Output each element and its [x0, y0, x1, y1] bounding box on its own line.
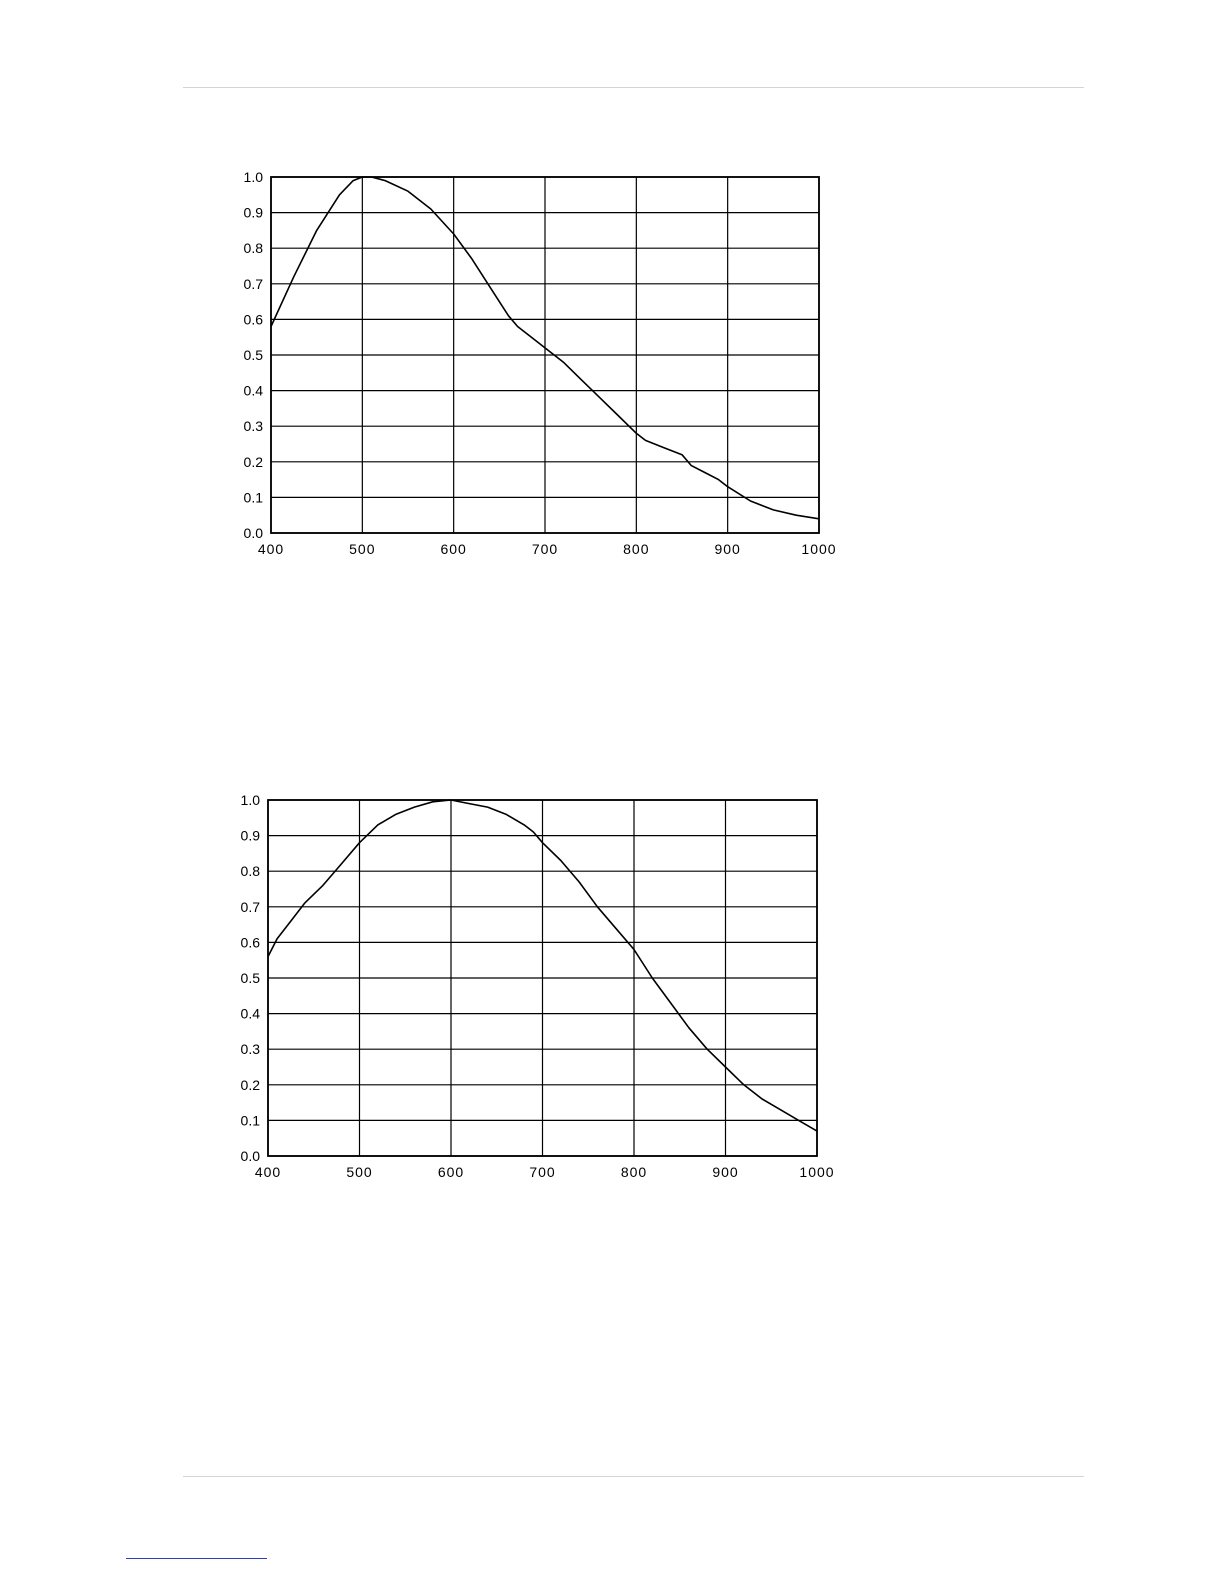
- y-tick-label: 0.6: [241, 934, 261, 950]
- x-tick-label: 400: [255, 1164, 281, 1180]
- y-tick-label: 0.4: [244, 383, 264, 399]
- y-tick-label: 0.0: [244, 525, 264, 541]
- x-tick-label: 1000: [799, 1164, 834, 1180]
- spectral-response-chart-1: 0.0 0.1 0.2 0.3 0.4 0.5 0.6 0.7 0.8 0.9 1.0 400 500 6…: [244, 169, 836, 557]
- y-tick-label: 0.1: [241, 1112, 261, 1128]
- spectral-response-chart-2: 0.0 0.1 0.2 0.3 0.4 0.5 0.6 0.7 0.8 0.9 1.0 400 500 6…: [241, 792, 834, 1180]
- y-tick-label: 0.0: [241, 1148, 261, 1164]
- x-tick-label: 500: [346, 1164, 372, 1180]
- x-tick-label: 800: [621, 1164, 647, 1180]
- x-tick-label: 500: [349, 541, 375, 557]
- x-tick-label: 1000: [801, 541, 836, 557]
- footer-link-underline: [126, 1558, 267, 1559]
- y-tick-label: 0.7: [241, 899, 261, 915]
- series-line: [267, 799, 818, 1132]
- series-line: [270, 176, 820, 520]
- y-tick-label: 0.5: [244, 347, 264, 363]
- y-tick-label: 0.8: [241, 863, 261, 879]
- y-tick-label: 0.2: [241, 1077, 261, 1093]
- x-tick-label: 900: [714, 541, 740, 557]
- y-tick-label: 0.6: [244, 311, 264, 327]
- y-tick-label: 0.5: [241, 970, 261, 986]
- x-tick-label: 700: [532, 541, 558, 557]
- x-tick-label: 400: [258, 541, 284, 557]
- plot-frame: [267, 799, 818, 1157]
- x-tick-label: 900: [712, 1164, 738, 1180]
- y-tick-label: 0.2: [244, 454, 264, 470]
- x-tick-label: 600: [438, 1164, 464, 1180]
- y-tick-label: 0.1: [244, 489, 264, 505]
- y-tick-label: 0.4: [241, 1006, 261, 1022]
- y-tick-label: 0.7: [244, 276, 264, 292]
- x-tick-label: 700: [529, 1164, 555, 1180]
- y-tick-label: 1.0: [244, 169, 264, 185]
- plot-frame: [270, 176, 820, 534]
- y-tick-label: 0.3: [244, 418, 264, 434]
- y-tick-label: 0.9: [244, 205, 264, 221]
- x-tick-label: 600: [440, 541, 466, 557]
- y-tick-label: 0.9: [241, 828, 261, 844]
- y-tick-label: 0.8: [244, 240, 264, 256]
- header-rule: [183, 87, 1084, 88]
- y-tick-label: 0.3: [241, 1041, 261, 1057]
- footer-rule: [183, 1476, 1084, 1477]
- x-tick-label: 800: [623, 541, 649, 557]
- y-tick-label: 1.0: [241, 792, 261, 808]
